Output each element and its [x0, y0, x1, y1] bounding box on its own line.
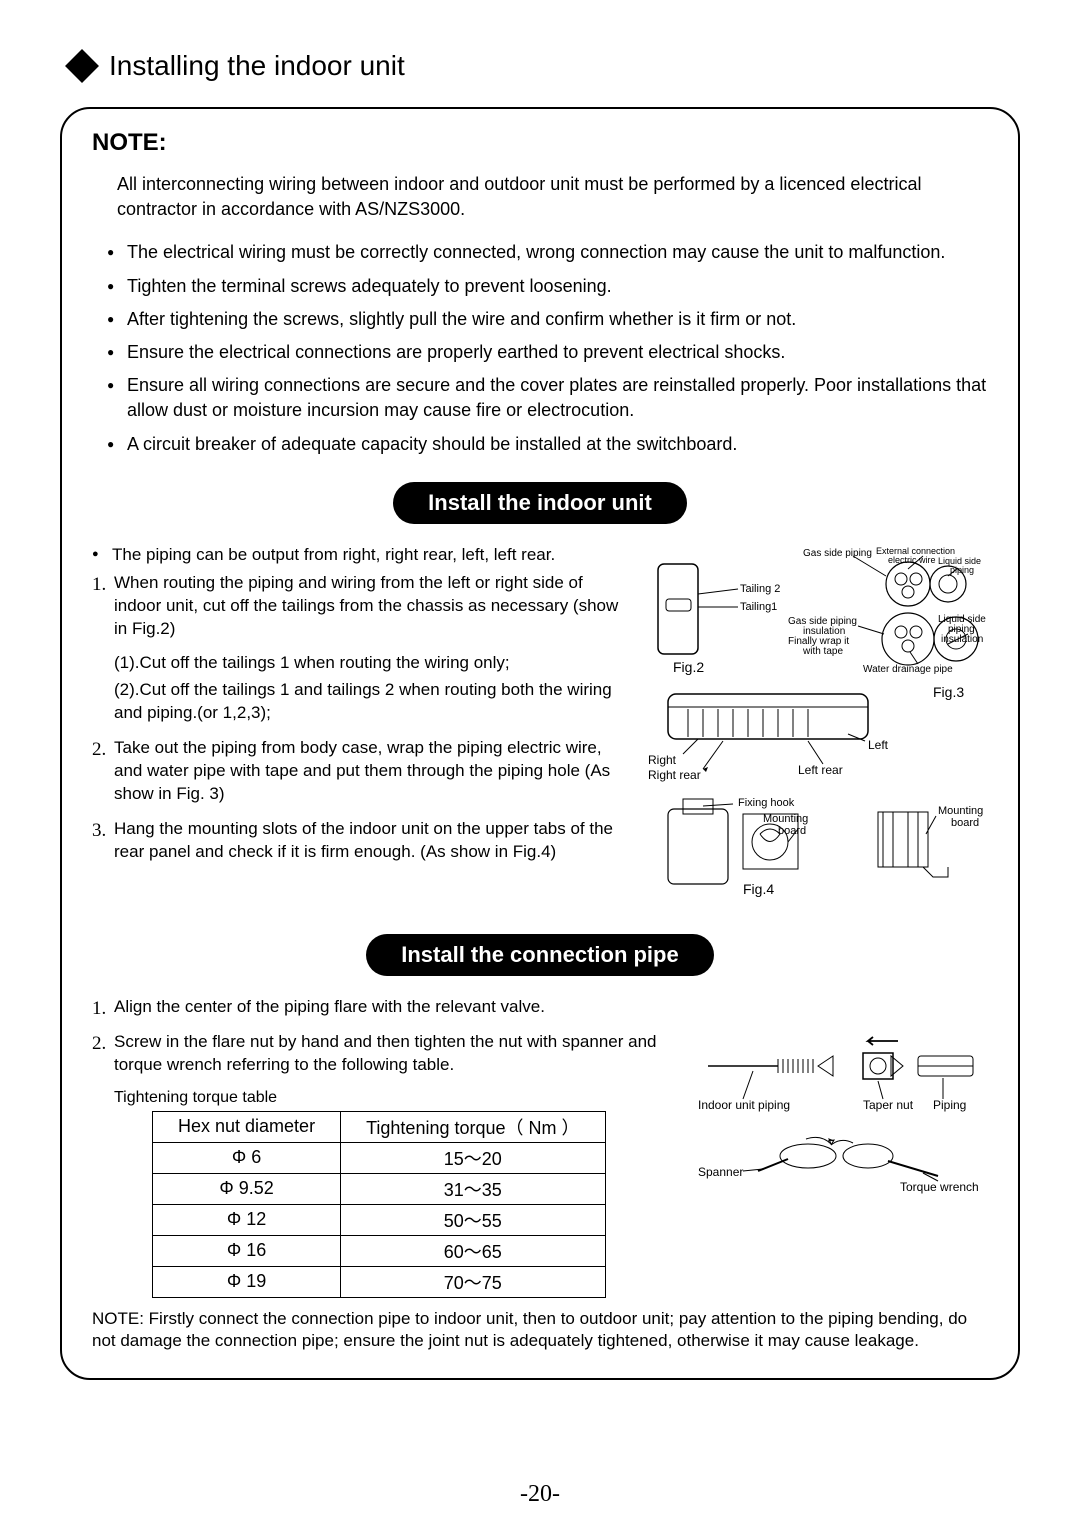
svg-text:Water drainage pipe: Water drainage pipe — [863, 664, 953, 675]
install-indoor-text: The piping can be output from right, rig… — [92, 544, 628, 909]
bullet-item: After tightening the screws, slightly pu… — [107, 307, 988, 332]
svg-text:Taper nut: Taper nut — [863, 1098, 914, 1112]
table-header-row: Hex nut diameter Tightening torque（ Nm ） — [153, 1111, 606, 1142]
install-pipe-text: 2.Screw in the flare nut by hand and the… — [92, 1031, 668, 1298]
note-highlight: All interconnecting wiring between indoo… — [117, 172, 988, 222]
table-row: Φ 1250～55 — [153, 1204, 606, 1235]
install-indoor-figures: Tailing 2 Tailing1 Fig.2 Gas side piping… — [648, 544, 988, 909]
step-2: 2.Take out the piping from body case, wr… — [92, 737, 628, 806]
svg-text:Right rear: Right rear — [648, 768, 701, 782]
install-pipe-figure: Indoor unit piping Taper nut Piping Span… — [688, 1031, 988, 1298]
svg-text:Fixing hook: Fixing hook — [738, 797, 795, 809]
label-fig2: Fig.2 — [673, 659, 704, 675]
pipe-connection-figure: Indoor unit piping Taper nut Piping Span… — [688, 1031, 988, 1201]
table-row: Φ 9.5231～35 — [153, 1173, 606, 1204]
svg-text:Piping: Piping — [933, 1098, 966, 1112]
table-header: Hex nut diameter — [153, 1111, 341, 1142]
table-header: Tightening torque（ Nm ） — [341, 1111, 605, 1142]
diamond-icon — [65, 49, 99, 83]
svg-text:electric wire: electric wire — [888, 555, 936, 565]
label-tailing1: Tailing1 — [740, 601, 777, 613]
label-tailing2: Tailing 2 — [740, 583, 780, 595]
svg-text:Left: Left — [868, 738, 889, 752]
install-indoor-pill: Install the indoor unit — [393, 482, 687, 524]
table-row: Φ 1970～75 — [153, 1266, 606, 1297]
svg-text:board: board — [951, 817, 979, 829]
figures-2-3-4: Tailing 2 Tailing1 Fig.2 Gas side piping… — [648, 544, 988, 904]
install-indoor-row: The piping can be output from right, rig… — [92, 544, 988, 909]
svg-text:board: board — [778, 825, 806, 837]
bullet-item: Tighten the terminal screws adequately t… — [107, 274, 988, 299]
svg-text:Indoor unit piping: Indoor unit piping — [698, 1098, 790, 1112]
svg-text:piping: piping — [950, 565, 974, 575]
install-pipe-row: 2.Screw in the flare nut by hand and the… — [92, 1031, 988, 1298]
page-header: Installing the indoor unit — [60, 50, 1020, 82]
note-label: NOTE: — [92, 129, 988, 157]
svg-text:insulation: insulation — [941, 634, 983, 645]
svg-text:with tape: with tape — [802, 646, 843, 657]
note-bullets: The electrical wiring must be correctly … — [107, 240, 988, 456]
torque-table: Hex nut diameter Tightening torque（ Nm ）… — [152, 1111, 606, 1298]
label-gas-piping: Gas side piping — [803, 548, 872, 559]
step-1a: (1).Cut off the tailings 1 when routing … — [92, 652, 628, 675]
pipe-step-2: 2.Screw in the flare nut by hand and the… — [92, 1031, 668, 1077]
bullet-item: Ensure all wiring connections are secure… — [107, 373, 988, 423]
piping-intro: The piping can be output from right, rig… — [92, 544, 628, 567]
install-pipe-pill: Install the connection pipe — [366, 934, 713, 976]
torque-caption: Tightening torque table — [114, 1089, 668, 1107]
step-3: 3.Hang the mounting slots of the indoor … — [92, 818, 628, 864]
label-fig3: Fig.3 — [933, 684, 964, 700]
svg-text:Mounting: Mounting — [763, 813, 808, 825]
svg-text:Torque wrench: Torque wrench — [900, 1180, 979, 1194]
svg-text:Spanner: Spanner — [698, 1165, 743, 1179]
svg-text:Mounting: Mounting — [938, 805, 983, 817]
svg-text:Fig.4: Fig.4 — [743, 881, 774, 897]
bullet-item: A circuit breaker of adequate capacity s… — [107, 432, 988, 457]
pipe-step-1: 1.Align the center of the piping flare w… — [92, 996, 988, 1019]
bullet-item: The electrical wiring must be correctly … — [107, 240, 988, 265]
page-number: -20- — [520, 1481, 560, 1508]
table-row: Φ 615～20 — [153, 1142, 606, 1173]
bullet-item: Ensure the electrical connections are pr… — [107, 340, 988, 365]
main-content-box: NOTE: All interconnecting wiring between… — [60, 107, 1020, 1380]
section-title: Installing the indoor unit — [109, 50, 405, 82]
step-1b: (2).Cut off the tailings 1 and tailings … — [92, 679, 628, 725]
svg-text:Left rear: Left rear — [798, 763, 843, 777]
table-row: Φ 1660～65 — [153, 1235, 606, 1266]
step-1: 1.When routing the piping and wiring fro… — [92, 572, 628, 641]
bottom-note: NOTE: Firstly connect the connection pip… — [92, 1308, 988, 1354]
svg-text:Right: Right — [648, 753, 677, 767]
